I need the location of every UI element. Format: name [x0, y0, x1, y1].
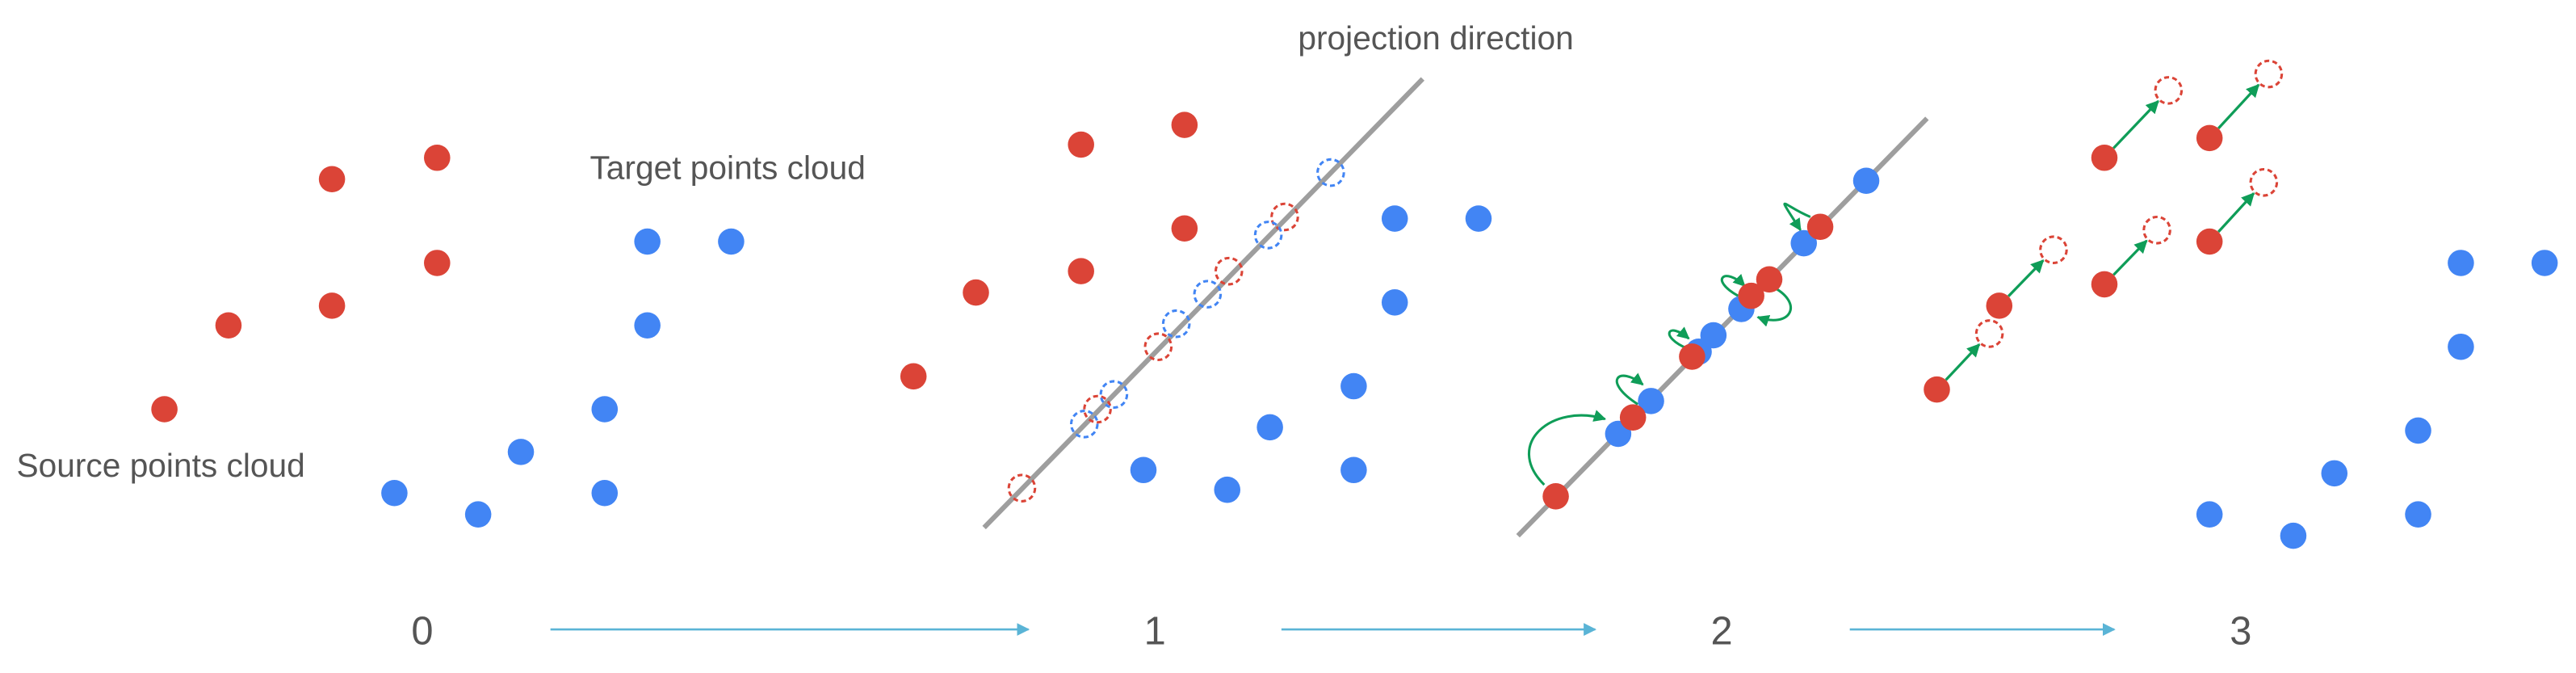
- source-point: [151, 396, 178, 423]
- target-point: [507, 439, 535, 465]
- target-point: [1340, 372, 1367, 400]
- projected-point: [1099, 380, 1129, 410]
- target-point: [591, 396, 619, 423]
- target-point: [2405, 417, 2431, 444]
- target-point: [1465, 205, 1492, 232]
- target-point: [2280, 522, 2307, 549]
- source-point: [318, 292, 346, 319]
- projected-point: [1316, 158, 1345, 187]
- source-point: [963, 279, 989, 306]
- source-point: [1924, 376, 1950, 403]
- arrow: [1668, 326, 1690, 350]
- target-point: [2196, 501, 2223, 528]
- step-label: 1: [1144, 609, 1166, 653]
- projected-point: [2039, 235, 2068, 264]
- source-point: [1068, 258, 1094, 284]
- projected-point: [1270, 202, 1299, 232]
- source-point: [2091, 271, 2118, 298]
- source-point: [2196, 228, 2223, 255]
- step-label: 0: [411, 609, 433, 653]
- target-point: [2405, 501, 2431, 528]
- move-arrow: [2217, 83, 2260, 130]
- target-point: [464, 501, 492, 528]
- projected-point: [1214, 256, 1244, 286]
- source-point: [1171, 215, 1198, 242]
- projected-point: [1069, 410, 1099, 439]
- move-arrow: [2007, 259, 2045, 297]
- source-point: [215, 312, 242, 339]
- projection-line: [982, 77, 1424, 530]
- target-point: [1214, 476, 1241, 503]
- projected-point: [1007, 473, 1037, 503]
- move-arrow: [1945, 343, 1981, 381]
- target-point: [1638, 388, 1664, 414]
- source-point: [1738, 282, 1764, 309]
- target-point: [2321, 460, 2348, 487]
- move-arrow: [2112, 239, 2148, 276]
- target-point: [718, 228, 745, 255]
- projected-point: [1143, 332, 1173, 362]
- projected-point: [2254, 59, 2284, 89]
- arrow: [1756, 286, 1792, 327]
- target-point: [634, 312, 661, 339]
- projected-point: [1161, 309, 1191, 339]
- target-point: [2448, 250, 2474, 276]
- arrow: [1615, 372, 1644, 406]
- target-point: [1790, 229, 1818, 257]
- arrow: [1527, 410, 1607, 486]
- step-label: 3: [2230, 609, 2251, 653]
- projected-point: [2154, 76, 2184, 105]
- arrow: [1720, 273, 1746, 297]
- target-point: [1130, 456, 1157, 484]
- target-point: [1381, 289, 1408, 316]
- step-label: 2: [1710, 609, 1732, 653]
- projected-point: [1974, 319, 2004, 348]
- target-point: [2531, 250, 2558, 276]
- projection-label: projection direction: [1298, 19, 1573, 57]
- source-point: [424, 145, 451, 171]
- target-point: [591, 479, 619, 507]
- target-point: [2448, 333, 2474, 360]
- source-point: [424, 250, 451, 276]
- projected-point: [1083, 394, 1112, 424]
- target-point: [381, 479, 408, 507]
- projected-point: [2142, 215, 2171, 245]
- projected-point: [2249, 167, 2279, 197]
- source-point: [1171, 111, 1198, 138]
- target-point: [1381, 205, 1408, 232]
- source-point: [1679, 343, 1705, 370]
- source-point: [318, 166, 346, 192]
- source-point: [1068, 131, 1094, 158]
- source-point: [2196, 124, 2223, 152]
- move-arrow: [2217, 192, 2255, 233]
- swap-arrows: [1527, 202, 1811, 486]
- projected-point: [1193, 280, 1223, 309]
- source-point: [1542, 483, 1569, 510]
- projected-point: [1253, 221, 1283, 250]
- source-point: [1756, 266, 1783, 293]
- target-point: [1340, 456, 1367, 484]
- source-point: [2091, 145, 2118, 171]
- target-label: Target points cloud: [589, 149, 865, 187]
- arrow: [1783, 202, 1811, 232]
- target-point: [634, 228, 661, 255]
- source-point: [1806, 213, 1834, 240]
- target-point: [1700, 322, 1727, 349]
- source-point: [1986, 292, 2013, 319]
- source-label: Source points cloud: [17, 447, 305, 484]
- source-point: [1619, 404, 1647, 431]
- move-arrow: [2112, 99, 2159, 149]
- source-point: [900, 363, 927, 390]
- target-point: [1852, 167, 1880, 195]
- target-point: [1257, 414, 1283, 441]
